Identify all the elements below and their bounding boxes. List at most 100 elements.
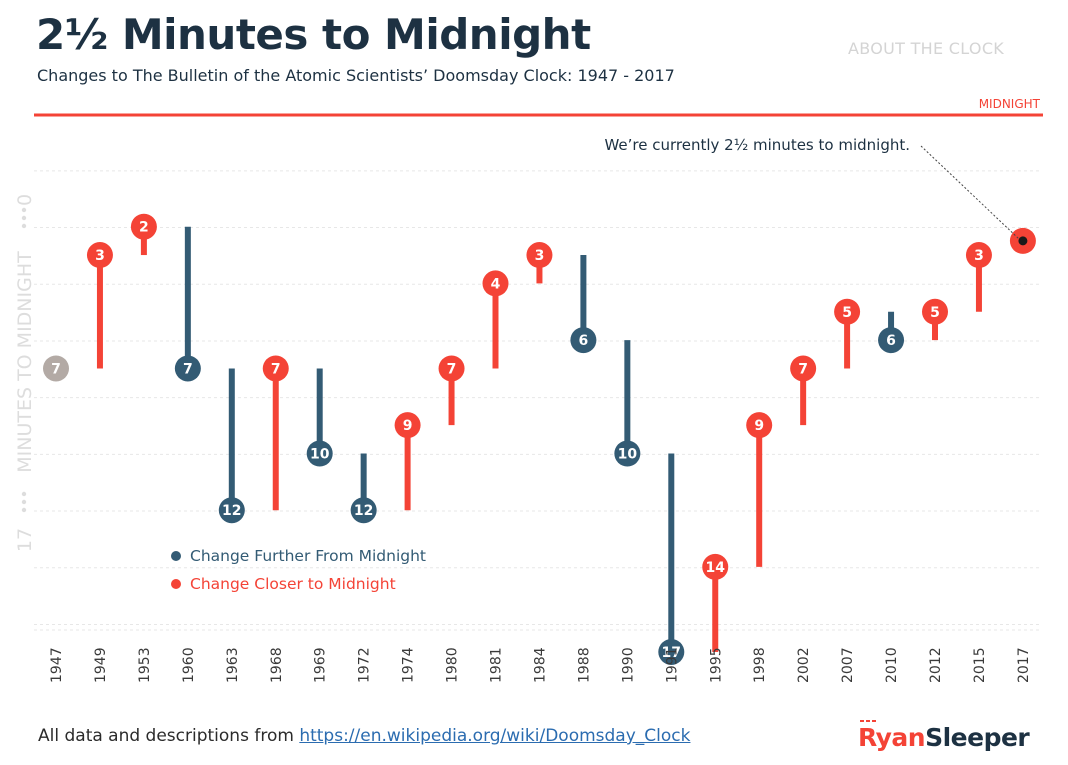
dot-label-1963: 12 bbox=[222, 503, 241, 519]
x-tick-1980: 1980 bbox=[445, 647, 461, 683]
y-axis-dot bbox=[21, 207, 27, 213]
dot-label-2015: 3 bbox=[974, 248, 984, 264]
y-axis-dot bbox=[21, 499, 27, 505]
dot-label-1972: 12 bbox=[354, 503, 373, 519]
dot-1990[interactable] bbox=[614, 440, 641, 467]
x-tick-1988: 1988 bbox=[576, 647, 592, 683]
dot-label-2007: 5 bbox=[842, 305, 852, 321]
dot-label-1991: 17 bbox=[662, 645, 681, 661]
dot-1947[interactable] bbox=[43, 355, 69, 382]
x-tick-2012: 2012 bbox=[928, 647, 944, 683]
dot-2007[interactable] bbox=[834, 298, 861, 325]
dot-label-1990: 10 bbox=[618, 447, 638, 463]
dot-1998[interactable] bbox=[746, 412, 773, 439]
footer-source: All data and descriptions from https://e… bbox=[38, 726, 690, 746]
dot-2002[interactable] bbox=[790, 355, 817, 382]
dot-1972[interactable] bbox=[350, 497, 377, 524]
x-tick-1960: 1960 bbox=[181, 647, 197, 683]
logo-accent-icon bbox=[860, 720, 876, 722]
y-axis-dot bbox=[21, 215, 27, 221]
x-tick-1953: 1953 bbox=[137, 647, 153, 683]
dot-label-1960: 7 bbox=[183, 361, 193, 377]
dot-label-1974: 9 bbox=[403, 418, 413, 434]
x-tick-1969: 1969 bbox=[313, 647, 329, 683]
dot-1995[interactable] bbox=[702, 553, 729, 580]
dot-label-1988: 6 bbox=[579, 333, 589, 349]
legend-further-dot bbox=[171, 551, 181, 561]
legend-further-label: Change Further From Midnight bbox=[190, 547, 426, 565]
x-tick-1963: 1963 bbox=[225, 647, 241, 683]
about-the-clock-button[interactable]: ABOUT THE CLOCK bbox=[848, 39, 1005, 58]
x-tick-1981: 1981 bbox=[489, 647, 505, 683]
y-axis-dot bbox=[21, 491, 27, 497]
legend-closer-label: Change Closer to Midnight bbox=[190, 575, 396, 593]
x-tick-labels: 1947 1949 1953 1960 1963 1968 1969 1972 1974 1980… bbox=[49, 647, 1032, 683]
svg-text:RyanSleeper: RyanSleeper bbox=[858, 723, 1030, 752]
dot-label-1969: 10 bbox=[310, 447, 330, 463]
ryan-sleeper-logo: RyanSleeper bbox=[858, 720, 1031, 752]
stems bbox=[96, 226, 982, 652]
logo-text-ryan: Ryan bbox=[858, 723, 925, 752]
x-tick-2017: 2017 bbox=[1016, 647, 1032, 683]
x-tick-2007: 2007 bbox=[840, 647, 856, 683]
dot-1960[interactable] bbox=[174, 355, 201, 382]
dot-1953[interactable] bbox=[130, 213, 157, 240]
dot-1974[interactable] bbox=[394, 412, 421, 439]
dot-1984[interactable] bbox=[526, 242, 553, 269]
dots: 7 3 2 7 12 7 10 12 9 7 4 3 6 10 17 14 9 7 5 6 5 3 bbox=[43, 213, 1036, 665]
dot-label-1998: 9 bbox=[754, 418, 764, 434]
x-tick-1949: 1949 bbox=[93, 647, 109, 683]
dot-1969[interactable] bbox=[306, 440, 333, 467]
legend: Change Further From Midnight Change Clos… bbox=[171, 547, 426, 593]
page-subtitle: Changes to The Bulletin of the Atomic Sc… bbox=[37, 66, 675, 85]
x-tick-2002: 2002 bbox=[796, 647, 812, 683]
dot-label-2002: 7 bbox=[798, 361, 808, 377]
dot-label-2012: 5 bbox=[930, 305, 940, 321]
y-axis-top-label: 0 bbox=[14, 194, 36, 206]
x-tick-1972: 1972 bbox=[357, 647, 373, 683]
dot-label-1980: 7 bbox=[447, 361, 457, 377]
x-tick-2015: 2015 bbox=[972, 647, 988, 683]
dot-label-1981: 4 bbox=[491, 276, 501, 292]
y-axis-title: MINUTES TO MIDNIGHT bbox=[14, 251, 36, 473]
dot-label-2010: 6 bbox=[886, 333, 896, 349]
dot-label-1953: 2 bbox=[139, 220, 149, 236]
page-title: 2½ Minutes to Midnight bbox=[36, 10, 591, 59]
y-axis-dot bbox=[21, 223, 27, 229]
dot-label-1949: 3 bbox=[95, 248, 105, 264]
current-annotation: We’re currently 2½ minutes to midnight. bbox=[604, 136, 910, 154]
dot-label-1968: 7 bbox=[271, 361, 281, 377]
dot-label-1984: 3 bbox=[535, 248, 545, 264]
dot-1991[interactable] bbox=[658, 638, 685, 665]
x-tick-2010: 2010 bbox=[884, 647, 900, 683]
dot-1968[interactable] bbox=[262, 355, 289, 382]
x-tick-1995: 1995 bbox=[708, 647, 724, 683]
dot-1988[interactable] bbox=[570, 327, 597, 354]
dot-label-1995: 14 bbox=[706, 560, 726, 576]
y-axis-bottom-label: 17 bbox=[14, 528, 36, 552]
x-tick-1998: 1998 bbox=[752, 647, 768, 683]
dot-2010[interactable] bbox=[878, 327, 905, 354]
dot-2015[interactable] bbox=[965, 242, 992, 269]
footer-prefix: All data and descriptions from bbox=[38, 726, 300, 746]
legend-closer-dot bbox=[171, 579, 181, 589]
current-marker bbox=[1018, 236, 1028, 246]
logo-text-sleeper: Sleeper bbox=[925, 723, 1030, 752]
dot-2012[interactable] bbox=[922, 298, 948, 325]
dot-1981[interactable] bbox=[482, 270, 509, 297]
x-tick-1968: 1968 bbox=[269, 647, 285, 683]
x-tick-1990: 1990 bbox=[620, 647, 636, 683]
x-tick-1984: 1984 bbox=[532, 647, 548, 683]
dot-1949[interactable] bbox=[86, 242, 113, 269]
source-link[interactable]: https://en.wikipedia.org/wiki/Doomsday_C… bbox=[299, 726, 691, 746]
x-tick-1974: 1974 bbox=[401, 647, 417, 683]
dot-1963[interactable] bbox=[218, 497, 245, 524]
dot-1980[interactable] bbox=[438, 355, 465, 382]
y-axis-dot bbox=[21, 507, 27, 513]
x-tick-1991: 1991 bbox=[664, 647, 680, 683]
x-tick-1947: 1947 bbox=[49, 647, 65, 683]
midnight-label: MIDNIGHT bbox=[979, 97, 1041, 111]
annotation-leader-line bbox=[920, 145, 1020, 240]
y-axis-ellipsis-dots bbox=[21, 207, 27, 513]
